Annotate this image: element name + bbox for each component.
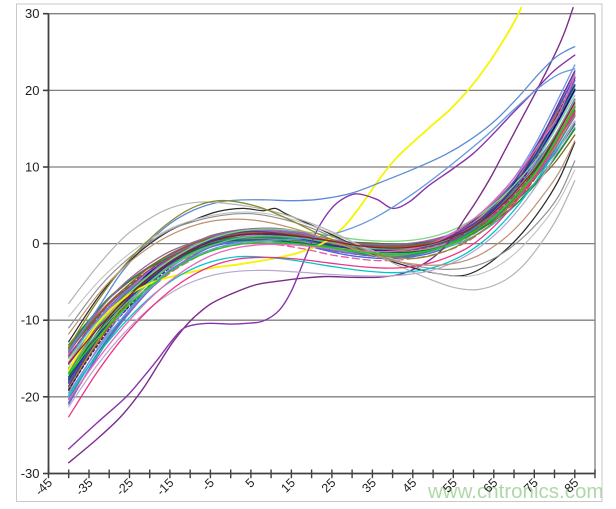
svg-text:10: 10 <box>25 160 39 175</box>
svg-text:-10: -10 <box>21 313 40 328</box>
svg-text:-20: -20 <box>21 389 40 404</box>
svg-text:0: 0 <box>32 236 39 251</box>
svg-text:30: 30 <box>25 6 39 21</box>
svg-text:-30: -30 <box>21 466 40 481</box>
svg-text:20: 20 <box>25 83 39 98</box>
svg-text:www.cntronics.com: www.cntronics.com <box>427 480 603 503</box>
